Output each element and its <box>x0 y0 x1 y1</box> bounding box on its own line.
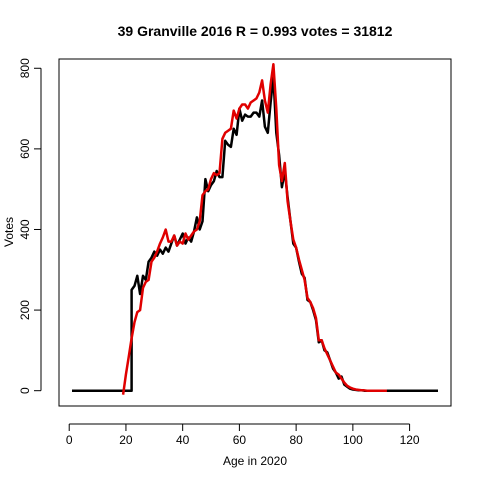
chart-title: 39 Granville 2016 R = 0.993 votes = 3181… <box>118 23 393 39</box>
y-axis-label: Votes <box>2 217 16 247</box>
x-tick-label: 100 <box>343 433 363 447</box>
y-tick-label: 200 <box>18 300 32 320</box>
series-line-2 <box>121 62 387 395</box>
y-tick-label: 800 <box>18 58 32 78</box>
x-axis-label: Age in 2020 <box>223 454 287 468</box>
series-layer <box>72 62 438 395</box>
x-tick-label: 80 <box>289 433 303 447</box>
series-line-1 <box>72 75 438 392</box>
y-tick-label: 600 <box>18 139 32 159</box>
x-tick-label: 120 <box>400 433 420 447</box>
x-axis: 0 20 40 60 80 100 120 <box>66 423 420 447</box>
x-tick-label: 40 <box>176 433 190 447</box>
y-tick-label: 400 <box>18 219 32 239</box>
y-tick-label: 0 <box>18 387 32 394</box>
x-tick-label: 20 <box>119 433 133 447</box>
plot-frame <box>58 58 452 407</box>
y-axis: 0 200 400 600 800 <box>18 58 42 394</box>
x-tick-label: 0 <box>66 433 73 447</box>
x-tick-label: 60 <box>233 433 247 447</box>
